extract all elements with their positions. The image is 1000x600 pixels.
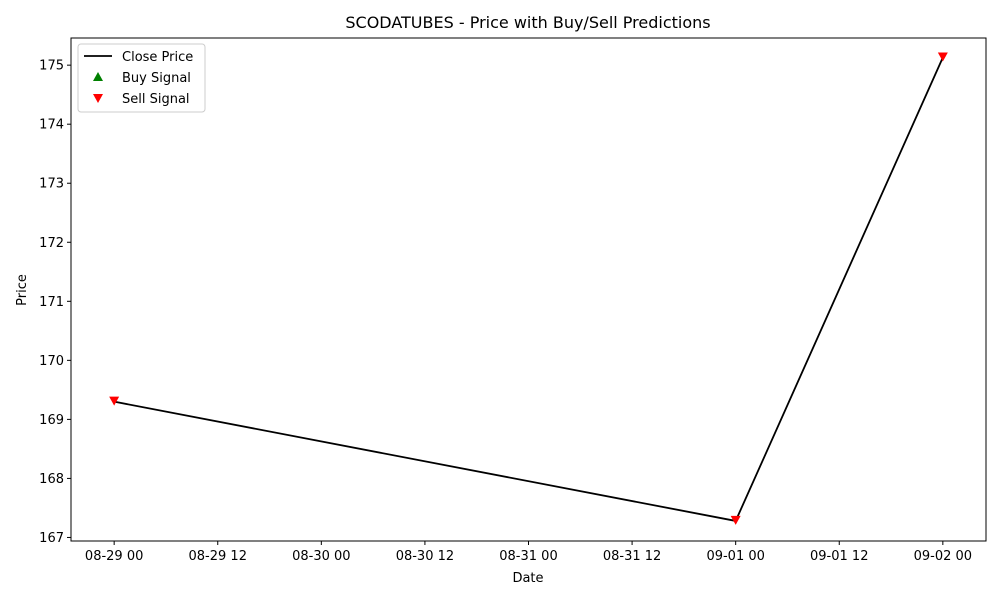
y-tick-label: 175 (39, 59, 64, 74)
x-tick-label: 08-31 00 (499, 549, 557, 564)
y-axis-label: Price (15, 274, 30, 306)
x-tick-label: 08-31 12 (603, 549, 661, 564)
legend-box (77, 43, 206, 113)
legend-sell-signal-label: Sell Signal (122, 92, 190, 107)
close-price-line (113, 57, 944, 522)
legend: Close Price Buy Signal Sell Signal (77, 43, 206, 113)
plot-frame (70, 37, 987, 542)
y-tick-label: 173 (39, 177, 64, 192)
y-tick-label: 172 (39, 236, 64, 251)
x-tick-label: 09-01 12 (810, 549, 868, 564)
sell-signal-marker (109, 396, 120, 406)
y-tick-label: 170 (39, 354, 64, 369)
sell-signal-marker (730, 515, 741, 525)
sell-signal-marker (937, 52, 948, 62)
x-tick-label: 08-29 12 (189, 549, 247, 564)
x-tick-label: 08-29 00 (85, 549, 143, 564)
legend-buy-signal-marker (93, 72, 103, 81)
y-tick-label: 171 (39, 295, 64, 310)
x-tick-label: 08-30 00 (292, 549, 350, 564)
y-tick-label: 169 (39, 413, 64, 428)
legend-buy-signal-label: Buy Signal (122, 71, 191, 86)
x-tick-label: 09-02 00 (914, 549, 972, 564)
x-tick-label: 09-01 00 (706, 549, 764, 564)
series-lines (113, 57, 944, 522)
series-markers (109, 52, 948, 525)
y-axis: 167 168 169 170 171 172 173 174 175 (39, 59, 71, 546)
legend-close-price-label: Close Price (122, 50, 193, 65)
y-tick-label: 167 (39, 531, 64, 546)
plot-area (70, 37, 987, 542)
chart-title: SCODATUBES - Price with Buy/Sell Predict… (345, 13, 710, 32)
x-tick-label: 08-30 12 (396, 549, 454, 564)
y-tick-label: 168 (39, 472, 64, 487)
x-axis: 08-29 00 08-29 12 08-30 00 08-30 12 08-31 00… (85, 541, 972, 564)
legend-sell-signal-marker (93, 94, 103, 103)
y-tick-label: 174 (39, 118, 64, 133)
x-axis-label: Date (512, 571, 543, 586)
